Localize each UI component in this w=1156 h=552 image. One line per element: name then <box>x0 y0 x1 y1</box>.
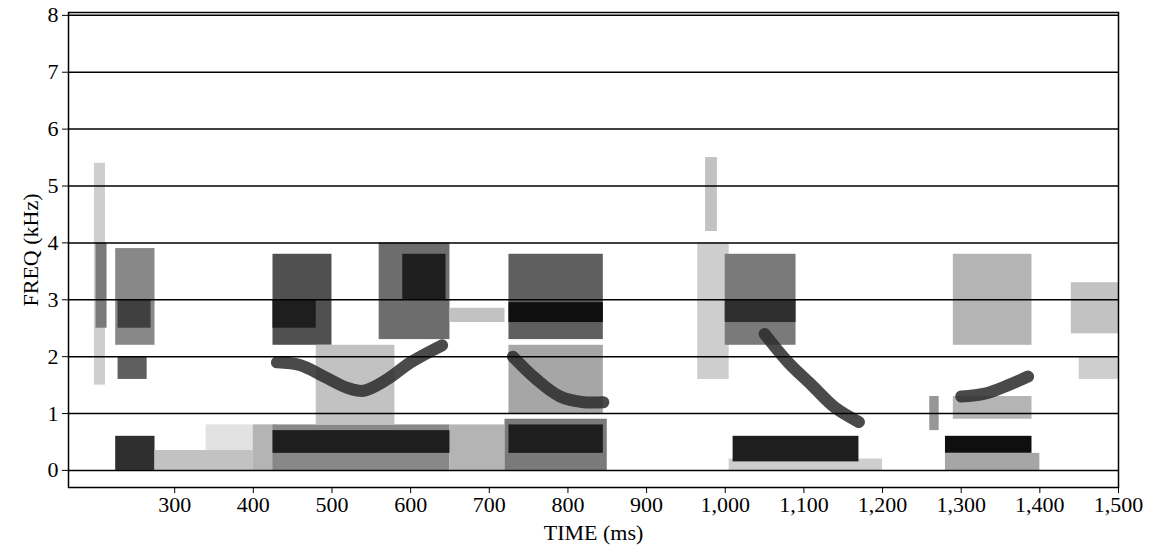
svg-text:6: 6 <box>48 116 59 141</box>
svg-text:1,300: 1,300 <box>936 492 986 517</box>
svg-text:TIME (ms): TIME (ms) <box>544 520 644 545</box>
svg-text:900: 900 <box>630 492 663 517</box>
svg-text:4: 4 <box>48 230 59 255</box>
svg-text:600: 600 <box>394 492 427 517</box>
svg-text:300: 300 <box>158 492 191 517</box>
svg-text:1,100: 1,100 <box>779 492 829 517</box>
svg-text:500: 500 <box>315 492 348 517</box>
svg-text:1,400: 1,400 <box>1015 492 1065 517</box>
svg-text:400: 400 <box>237 492 270 517</box>
svg-text:8: 8 <box>48 2 59 27</box>
svg-text:0: 0 <box>48 457 59 482</box>
svg-text:5: 5 <box>48 173 59 198</box>
svg-text:1: 1 <box>48 401 59 426</box>
svg-text:2: 2 <box>48 344 59 369</box>
svg-text:1,500: 1,500 <box>1094 492 1144 517</box>
svg-text:1,000: 1,000 <box>700 492 750 517</box>
svg-text:1,200: 1,200 <box>858 492 908 517</box>
svg-text:700: 700 <box>473 492 506 517</box>
svg-text:3: 3 <box>48 287 59 312</box>
svg-text:7: 7 <box>48 59 59 84</box>
svg-text:800: 800 <box>551 492 584 517</box>
svg-text:FREQ (kHz): FREQ (kHz) <box>18 193 43 306</box>
